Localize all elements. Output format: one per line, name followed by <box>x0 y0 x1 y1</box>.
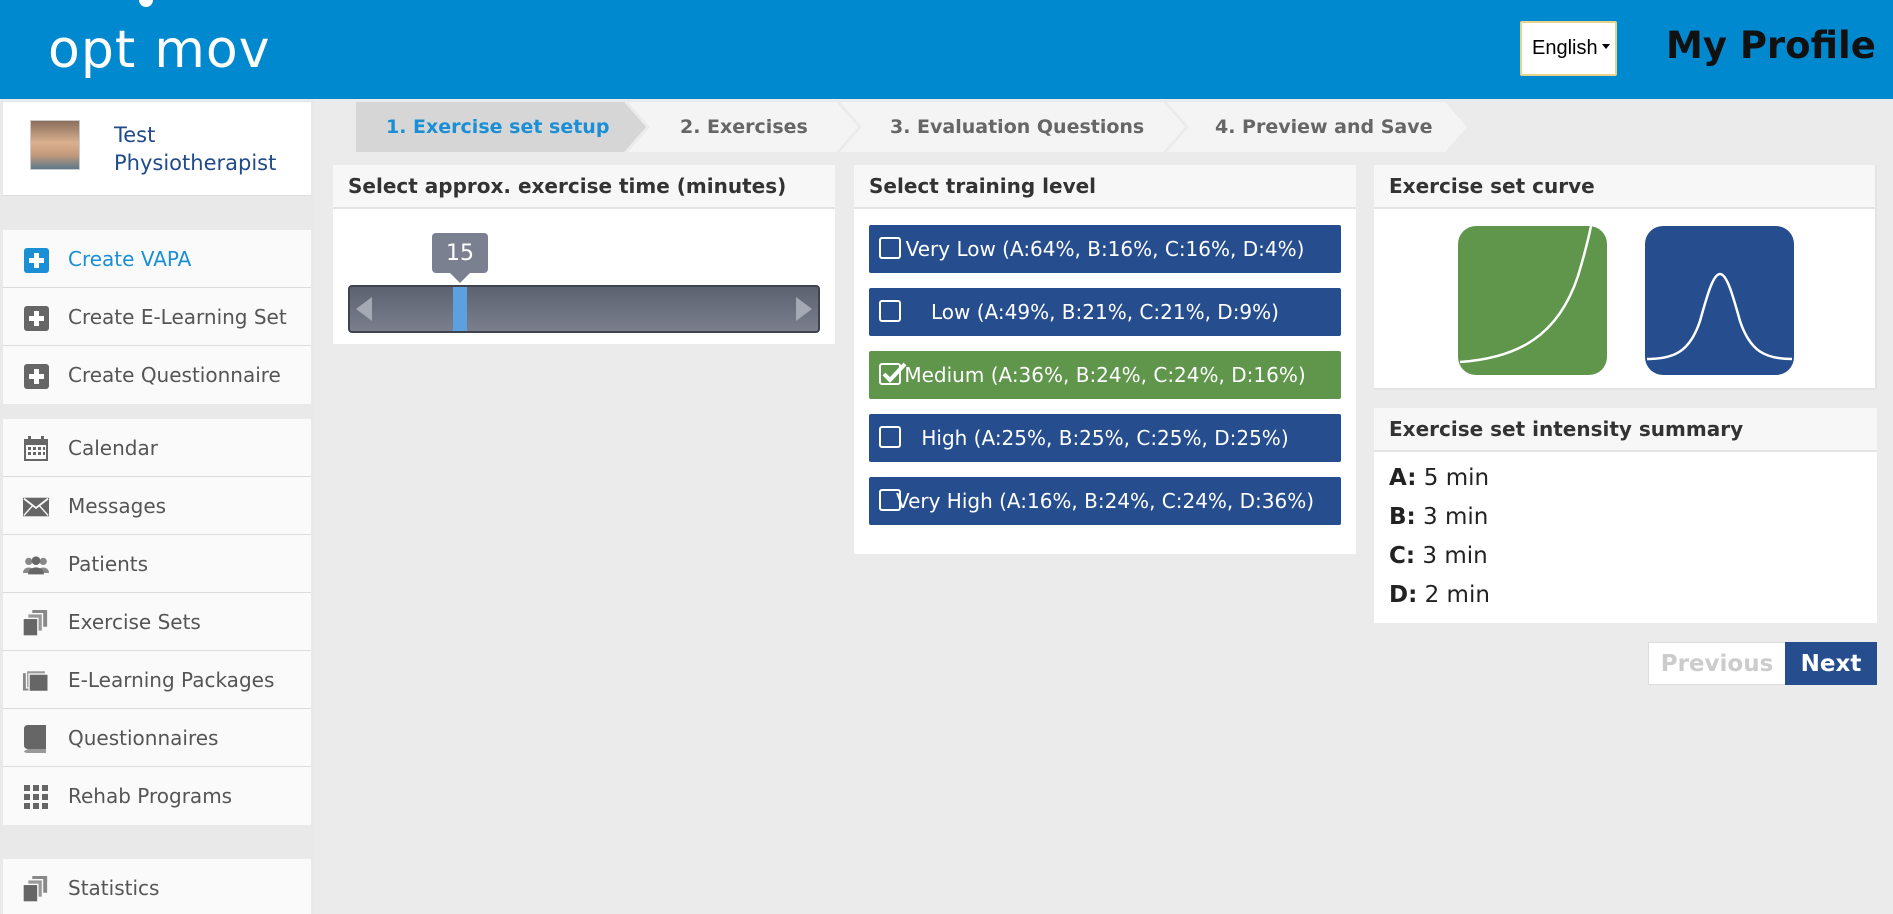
sidebar-item-calendar[interactable]: Calendar <box>3 419 311 477</box>
arrow-left-icon[interactable] <box>356 297 372 321</box>
sidebar-item-create-vapa[interactable]: Create VAPA <box>3 230 311 288</box>
exercise-time-slider[interactable] <box>348 285 820 333</box>
sidebar-item-label: Statistics <box>68 876 160 900</box>
language-select[interactable]: English <box>1520 21 1617 76</box>
summary-row-a: A: 5 min <box>1389 465 1490 491</box>
step-evaluation-questions[interactable]: 3. Evaluation Questions <box>840 102 1185 152</box>
plus-square-icon <box>23 305 49 331</box>
level-option-low[interactable]: Low (A:49%, B:21%, C:21%, D:9%) <box>869 288 1341 336</box>
training-level-panel: Select training level Very Low (A:64%, B… <box>854 165 1356 554</box>
level-option-very-low[interactable]: Very Low (A:64%, B:16%, C:16%, D:4%) <box>869 225 1341 273</box>
previous-button[interactable]: Previous <box>1648 642 1786 685</box>
level-option-label: Very Low (A:64%, B:16%, C:16%, D:4%) <box>905 237 1305 261</box>
stacked-pages-icon <box>23 610 49 637</box>
exponential-curve-icon[interactable] <box>1458 225 1607 375</box>
intensity-summary-panel: Exercise set intensity summary A: 5 min … <box>1374 408 1877 623</box>
user-card[interactable]: Test Physiotherapist <box>3 102 311 196</box>
checkbox[interactable] <box>879 489 901 511</box>
user-name: Test Physiotherapist <box>114 123 277 175</box>
level-option-label: Medium (A:36%, B:24%, C:24%, D:16%) <box>904 363 1306 387</box>
chevron-down-icon <box>1601 44 1610 49</box>
sidebar-item-label: Messages <box>68 493 167 518</box>
panel-title: Select training level <box>854 165 1356 209</box>
sidebar-item-label: Create VAPA <box>68 246 192 271</box>
step-label: 4. Preview and Save <box>1215 116 1433 138</box>
level-option-label: Low (A:49%, B:21%, C:21%, D:9%) <box>931 300 1279 324</box>
sidebar-item-label: E-Learning Packages <box>68 667 275 692</box>
step-exercises[interactable]: 2. Exercises <box>628 102 858 152</box>
panel-title: Exercise set intensity summary <box>1374 408 1877 452</box>
sidebar-item-create-questionnaire[interactable]: Create Questionnaire <box>3 346 311 404</box>
envelope-icon <box>23 494 49 520</box>
summary-row-c: C: 3 min <box>1389 543 1488 569</box>
sidebar-item-label: Questionnaires <box>68 725 219 750</box>
sidebar-item-label: Calendar <box>68 435 158 460</box>
exercise-curve-panel: Exercise set curve <box>1374 165 1877 390</box>
step-preview-and-save[interactable]: 4. Preview and Save <box>1167 102 1467 152</box>
summary-row-b: B: 3 min <box>1389 504 1489 530</box>
checkbox[interactable] <box>879 300 901 322</box>
panel-title: Select approx. exercise time (minutes) <box>333 165 835 209</box>
top-bar: opt mov English My Profile <box>0 0 1893 99</box>
sidebar-item-exercise-sets[interactable]: Exercise Sets <box>3 593 311 651</box>
level-option-label: High (A:25%, B:25%, C:25%, D:25%) <box>921 426 1289 450</box>
exercise-time-panel: Select approx. exercise time (minutes) 1… <box>333 165 835 344</box>
step-label: 2. Exercises <box>680 116 808 138</box>
sidebar-item-messages[interactable]: Messages <box>3 477 311 535</box>
level-option-medium[interactable]: Medium (A:36%, B:24%, C:24%, D:16%) <box>869 351 1341 399</box>
sidebar-item-label: Rehab Programs <box>68 784 233 808</box>
plus-square-icon <box>23 247 49 273</box>
sidebar-item-patients[interactable]: Patients <box>3 535 311 593</box>
sidebar-item-label: Create Questionnaire <box>68 363 281 387</box>
arrow-right-icon[interactable] <box>796 297 812 321</box>
sidebar-item-label: Create E-Learning Set <box>68 304 287 329</box>
checkbox-checked[interactable] <box>879 362 907 385</box>
stacked-pages-icon <box>23 876 49 903</box>
app-logo[interactable]: opt mov <box>48 0 270 82</box>
calendar-icon <box>23 436 49 462</box>
sidebar-create-group: Create VAPA Create E-Learning Set Create… <box>3 230 311 404</box>
sidebar-stats-group: Statistics <box>3 859 311 914</box>
summary-row-d: D: 2 min <box>1389 582 1490 608</box>
sidebar: Test Physiotherapist Create VAPA Create … <box>0 99 314 914</box>
level-option-high[interactable]: High (A:25%, B:25%, C:25%, D:25%) <box>869 414 1341 462</box>
step-exercise-set-setup[interactable]: 1. Exercise set setup <box>356 102 646 152</box>
bell-curve-icon[interactable] <box>1645 226 1794 375</box>
sidebar-item-statistics[interactable]: Statistics <box>3 859 311 914</box>
grid-icon <box>23 784 49 810</box>
sidebar-item-questionnaires[interactable]: Questionnaires <box>3 709 311 767</box>
checkbox[interactable] <box>879 237 901 259</box>
panel-title: Exercise set curve <box>1374 165 1875 209</box>
sidebar-item-create-e-learning-set[interactable]: Create E-Learning Set <box>3 288 311 346</box>
checkmark-icon <box>882 362 907 383</box>
my-profile-link[interactable]: My Profile <box>1666 24 1876 67</box>
slider-value-tooltip: 15 <box>432 233 488 283</box>
next-button[interactable]: Next <box>1785 642 1877 685</box>
avatar <box>30 120 80 170</box>
step-label: 3. Evaluation Questions <box>890 116 1145 138</box>
language-select-value: English <box>1532 37 1598 59</box>
plus-square-icon <box>23 363 49 389</box>
checkbox[interactable] <box>879 426 901 448</box>
step-label: 1. Exercise set setup <box>386 116 610 138</box>
sidebar-main-group: Calendar Messages Patients Exercise Sets… <box>3 419 311 825</box>
level-option-very-high[interactable]: Very High (A:16%, B:24%, C:24%, D:36%) <box>869 477 1341 525</box>
sidebar-item-label: Patients <box>68 551 149 576</box>
book-icon <box>23 725 49 753</box>
level-option-label: Very High (A:16%, B:24%, C:24%, D:36%) <box>895 489 1315 513</box>
sidebar-item-label: Exercise Sets <box>68 609 201 634</box>
sidebar-item-rehab-programs[interactable]: Rehab Programs <box>3 767 311 825</box>
users-icon <box>23 552 49 578</box>
folder-icon <box>23 668 49 694</box>
sidebar-item-e-learning-packages[interactable]: E-Learning Packages <box>3 651 311 709</box>
slider-handle[interactable] <box>453 287 467 331</box>
